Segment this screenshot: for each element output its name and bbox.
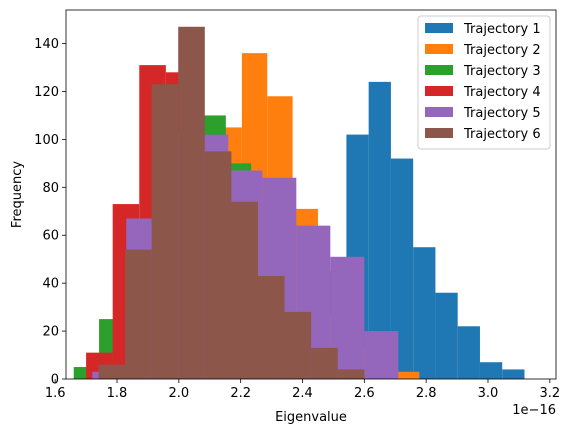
legend-label: Trajectory 5 (463, 106, 541, 121)
y-tick-label: 60 (42, 229, 59, 244)
y-axis-ticks: 0 20 40 60 80 100 120 140 (34, 37, 66, 388)
histogram-bar (457, 326, 480, 379)
x-tick-label: 2.2 (230, 386, 251, 401)
x-axis-offset-label: 1e−16 (512, 403, 556, 418)
legend-label: Trajectory 6 (463, 127, 541, 142)
histogram-bar (204, 151, 232, 379)
histogram-bar (368, 81, 391, 379)
histogram-bars (73, 26, 525, 380)
x-tick-label: 2.6 (354, 386, 375, 401)
histogram-bar (231, 201, 258, 379)
series-6-bars (98, 26, 365, 380)
legend-label: Trajectory 4 (463, 85, 541, 100)
legend-swatch (425, 128, 453, 138)
histogram-bar (284, 311, 312, 379)
y-tick-label: 20 (42, 325, 59, 340)
legend-swatch (425, 23, 453, 33)
histogram-bar (337, 369, 365, 379)
y-tick-label: 100 (34, 133, 59, 148)
histogram-bar (125, 249, 152, 379)
histogram-bar (257, 275, 285, 379)
legend-label: Trajectory 3 (463, 64, 541, 79)
histogram-bar (479, 362, 503, 379)
y-tick-label: 40 (42, 277, 59, 292)
histogram-bar (502, 369, 525, 379)
histogram-bar (413, 247, 436, 379)
legend-swatch (425, 65, 453, 75)
legend-swatch (425, 44, 453, 54)
x-tick-label: 2.0 (168, 386, 189, 401)
x-tick-label: 1.8 (107, 386, 128, 401)
plot-frame (65, 9, 557, 380)
legend-label: Trajectory 2 (463, 43, 541, 58)
legend: Trajectory 1 Trajectory 2 Trajectory 3 Traj… (417, 15, 551, 150)
histogram-bar (364, 331, 399, 379)
x-tick-label: 3.2 (539, 386, 560, 401)
y-tick-label: 120 (34, 85, 59, 100)
histogram-bar (151, 84, 179, 379)
histogram-bar (394, 371, 420, 379)
y-tick-label: 140 (34, 37, 59, 52)
histogram-bar (311, 347, 338, 379)
y-axis-label: Frequency (10, 161, 25, 228)
x-tick-label: 3.0 (478, 386, 499, 401)
legend-swatch (425, 107, 453, 117)
legend-label: Trajectory 1 (463, 22, 541, 37)
y-tick-label: 0 (51, 373, 59, 388)
histogram-bar (390, 158, 414, 379)
x-tick-label: 1.6 (45, 386, 66, 401)
y-tick-label: 80 (42, 181, 59, 196)
histogram-bar (178, 26, 205, 380)
x-tick-label: 2.4 (292, 386, 313, 401)
legend-swatch (425, 86, 453, 96)
histogram-bar (98, 364, 126, 379)
x-axis-ticks: 1.6 1.8 2.0 2.2 2.4 2.6 2.8 3.0 3.2 (45, 379, 560, 401)
x-tick-label: 2.8 (416, 386, 437, 401)
x-axis-label: Eigenvalue (275, 410, 347, 425)
histogram-bar (435, 292, 458, 379)
